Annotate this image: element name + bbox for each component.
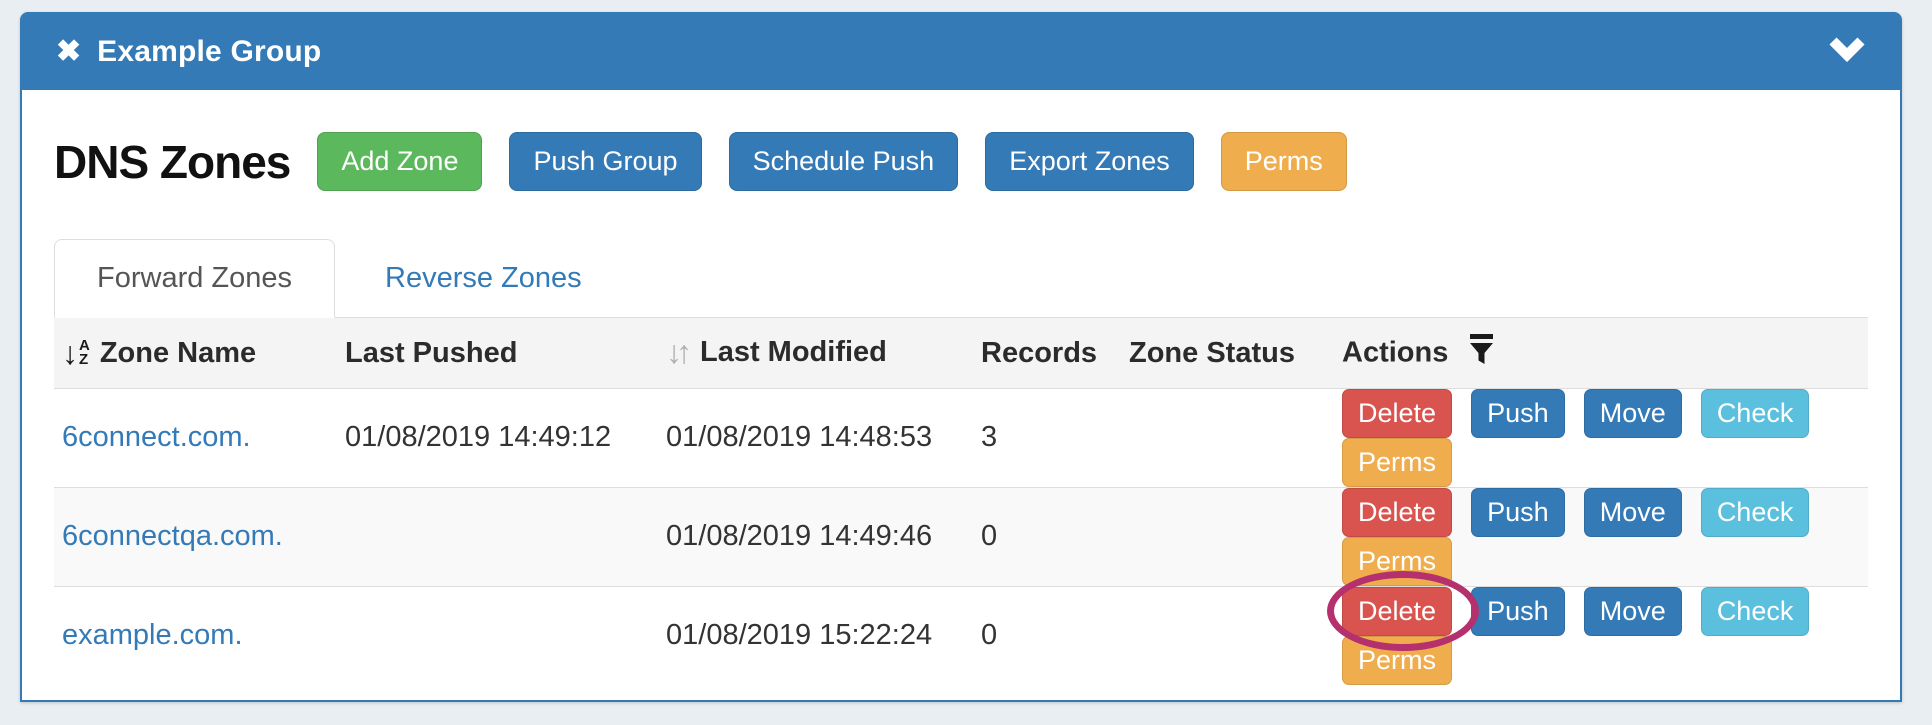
records-value: 0 <box>971 486 1119 586</box>
close-icon[interactable]: ✖ <box>56 35 82 68</box>
row-actions: Delete Push Move Check Perms <box>1332 486 1868 586</box>
row-actions: Delete Push Move Check Perms <box>1326 571 1868 685</box>
zone-link[interactable]: 6connect.com. <box>62 421 251 453</box>
move-button[interactable]: Move <box>1583 487 1682 537</box>
zone-status-value <box>1119 486 1332 586</box>
last-modified-value: 01/08/2019 14:48:53 <box>656 387 971 487</box>
check-button[interactable]: Check <box>1700 487 1810 537</box>
example-group-panel: ✖ Example Group DNS Zones Add Zone Push … <box>20 12 1902 702</box>
tab-reverse-zones[interactable]: Reverse Zones <box>385 262 582 294</box>
push-button[interactable]: Push <box>1471 586 1565 636</box>
chevron-down-icon <box>1828 36 1866 68</box>
records-value: 3 <box>971 387 1119 487</box>
panel-header: ✖ Example Group <box>22 14 1900 90</box>
tab-forward-zones[interactable]: Forward Zones <box>54 239 336 318</box>
collapse-button[interactable] <box>1828 36 1866 68</box>
last-modified-value: 01/08/2019 14:49:46 <box>656 486 971 586</box>
last-pushed-value <box>335 585 656 685</box>
page-title: DNS Zones <box>54 135 291 188</box>
add-zone-button[interactable]: Add Zone <box>317 132 483 191</box>
toolbar: DNS Zones Add Zone Push Group Schedule P… <box>54 132 1868 191</box>
schedule-push-button[interactable]: Schedule Push <box>728 132 959 191</box>
perms-button[interactable]: Perms <box>1342 437 1453 487</box>
zone-link[interactable]: 6connectqa.com. <box>62 520 283 552</box>
move-button[interactable]: Move <box>1583 388 1682 438</box>
delete-button[interactable]: Delete <box>1342 586 1453 636</box>
zone-link[interactable]: example.com. <box>62 619 243 651</box>
perms-button[interactable]: Perms <box>1342 536 1453 586</box>
zone-status-value <box>1119 387 1332 487</box>
zone-status-value <box>1119 585 1332 685</box>
filter-icon[interactable] <box>1468 333 1495 372</box>
delete-button[interactable]: Delete <box>1342 487 1453 537</box>
zones-table: ↓ A Z Zone Name Last Pushed ↓↑ Last Modif… <box>54 318 1868 685</box>
column-actions: Actions <box>1332 318 1868 388</box>
sort-updown-icon[interactable]: ↓↑ <box>666 334 692 371</box>
delete-button[interactable]: Delete <box>1342 388 1453 438</box>
last-modified-value: 01/08/2019 15:22:24 <box>656 585 971 685</box>
sort-alpha-asc-icon[interactable]: ↓ A Z <box>62 335 90 372</box>
move-button[interactable]: Move <box>1583 586 1682 636</box>
last-pushed-value <box>335 486 656 586</box>
column-last-modified[interactable]: ↓↑ Last Modified <box>656 318 971 388</box>
table-row: 6connect.com. 01/08/2019 14:49:12 01/08/… <box>54 387 1868 487</box>
column-zone-name[interactable]: ↓ A Z Zone Name <box>54 318 335 388</box>
perms-button[interactable]: Perms <box>1220 132 1347 191</box>
column-last-pushed: Last Pushed <box>335 318 656 388</box>
column-zone-status: Zone Status <box>1119 318 1332 388</box>
table-row: 6connectqa.com. 01/08/2019 14:49:46 0 De… <box>54 486 1868 586</box>
column-records: Records <box>971 318 1119 388</box>
table-row: example.com. 01/08/2019 15:22:24 0 Delet… <box>54 571 1868 685</box>
export-zones-button[interactable]: Export Zones <box>985 132 1194 191</box>
push-button[interactable]: Push <box>1471 487 1565 537</box>
push-group-button[interactable]: Push Group <box>509 132 702 191</box>
table-header: ↓ A Z Zone Name Last Pushed ↓↑ Last Modif… <box>54 318 1868 388</box>
zone-tabs: Forward Zones Reverse Zones <box>54 239 1868 318</box>
panel-body: DNS Zones Add Zone Push Group Schedule P… <box>22 90 1900 725</box>
row-actions: Delete Push Move Check Perms <box>1332 387 1868 487</box>
check-button[interactable]: Check <box>1700 586 1810 636</box>
perms-button[interactable]: Perms <box>1342 635 1453 685</box>
panel-title: Example Group <box>97 35 322 68</box>
records-value: 0 <box>971 585 1119 685</box>
check-button[interactable]: Check <box>1700 388 1810 438</box>
last-pushed-value: 01/08/2019 14:49:12 <box>335 387 656 487</box>
push-button[interactable]: Push <box>1471 388 1565 438</box>
